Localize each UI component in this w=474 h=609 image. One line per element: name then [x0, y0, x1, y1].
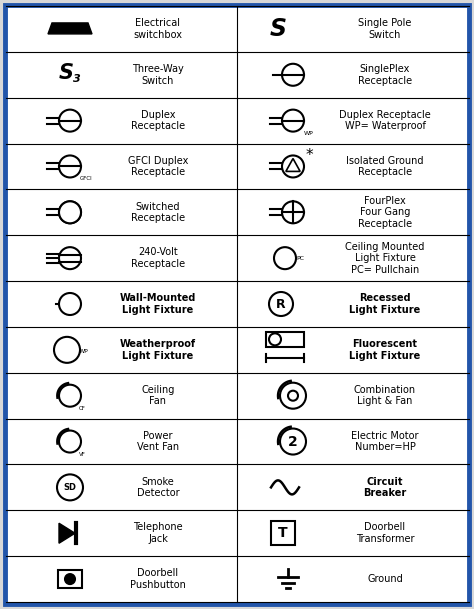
Circle shape	[269, 333, 281, 345]
Text: Doorbell
Transformer: Doorbell Transformer	[356, 523, 414, 544]
Text: FourPlex
Four Gang
Receptacle: FourPlex Four Gang Receptacle	[358, 195, 412, 229]
Text: GFCI Duplex
Receptacle: GFCI Duplex Receptacle	[128, 156, 188, 177]
Polygon shape	[48, 23, 92, 34]
Circle shape	[59, 431, 81, 452]
Text: Smoke
Detector: Smoke Detector	[137, 477, 179, 498]
Circle shape	[282, 110, 304, 132]
Circle shape	[274, 247, 296, 269]
Text: SinglePlex
Receptacle: SinglePlex Receptacle	[358, 64, 412, 86]
Text: 2: 2	[288, 435, 298, 449]
Text: Circuit
Breaker: Circuit Breaker	[364, 477, 407, 498]
Text: Telephone
Jack: Telephone Jack	[133, 523, 183, 544]
Text: Isolated Ground
Receptacle: Isolated Ground Receptacle	[346, 156, 424, 177]
Text: Power
Vent Fan: Power Vent Fan	[137, 431, 179, 452]
Circle shape	[59, 476, 81, 498]
Circle shape	[269, 292, 293, 316]
Text: GFCI: GFCI	[80, 177, 93, 181]
Text: 3: 3	[73, 74, 81, 84]
Text: CF: CF	[79, 406, 86, 410]
Text: SD: SD	[64, 483, 76, 492]
Circle shape	[282, 155, 304, 177]
Text: Duplex Receptacle
WP= Waterproof: Duplex Receptacle WP= Waterproof	[339, 110, 431, 132]
Bar	[271, 521, 295, 545]
Text: Ceiling
Fan: Ceiling Fan	[141, 385, 175, 406]
Circle shape	[59, 155, 81, 177]
Circle shape	[288, 391, 298, 401]
Circle shape	[57, 474, 83, 501]
Circle shape	[59, 385, 81, 407]
Text: *: *	[306, 148, 314, 163]
Text: Switched
Receptacle: Switched Receptacle	[131, 202, 185, 223]
Text: Doorbell
Pushbutton: Doorbell Pushbutton	[130, 568, 186, 590]
Text: Three-Way
Switch: Three-Way Switch	[132, 64, 184, 86]
Text: Recessed
Light Fixture: Recessed Light Fixture	[349, 293, 420, 315]
Text: Fluorescent
Light Fixture: Fluorescent Light Fixture	[349, 339, 420, 361]
Circle shape	[59, 247, 81, 269]
Circle shape	[59, 202, 81, 224]
Text: WP: WP	[79, 350, 89, 354]
Text: Duplex
Receptacle: Duplex Receptacle	[131, 110, 185, 132]
Circle shape	[280, 429, 306, 454]
Polygon shape	[59, 523, 75, 543]
Text: Combination
Light & Fan: Combination Light & Fan	[354, 385, 416, 406]
Text: 240-Volt
Receptacle: 240-Volt Receptacle	[131, 247, 185, 269]
Wedge shape	[59, 202, 81, 213]
Circle shape	[282, 64, 304, 86]
Text: Single Pole
Switch: Single Pole Switch	[358, 18, 412, 40]
Text: Electrical
switchbox: Electrical switchbox	[134, 18, 182, 40]
Circle shape	[282, 202, 304, 224]
Text: S: S	[270, 17, 286, 41]
Text: Wall-Mounted
Light Fixture: Wall-Mounted Light Fixture	[120, 293, 196, 315]
Bar	[266, 332, 304, 347]
Bar	[58, 570, 82, 588]
Text: VF: VF	[79, 451, 86, 457]
Text: Ceiling Mounted
Light Fixture
PC= Pullchain: Ceiling Mounted Light Fixture PC= Pullch…	[346, 242, 425, 275]
Text: R: R	[276, 298, 286, 311]
Circle shape	[54, 337, 80, 363]
Text: Electric Motor
Number=HP: Electric Motor Number=HP	[351, 431, 419, 452]
Text: Ground: Ground	[367, 574, 403, 584]
Circle shape	[59, 110, 81, 132]
Circle shape	[59, 202, 81, 224]
Circle shape	[59, 293, 81, 315]
Text: T: T	[278, 526, 288, 540]
Circle shape	[280, 382, 306, 409]
Text: PC: PC	[296, 256, 304, 261]
Text: Weatherproof
Light Fixture: Weatherproof Light Fixture	[120, 339, 196, 361]
Text: S: S	[58, 63, 73, 83]
Text: WP: WP	[304, 130, 314, 136]
Circle shape	[65, 574, 75, 584]
